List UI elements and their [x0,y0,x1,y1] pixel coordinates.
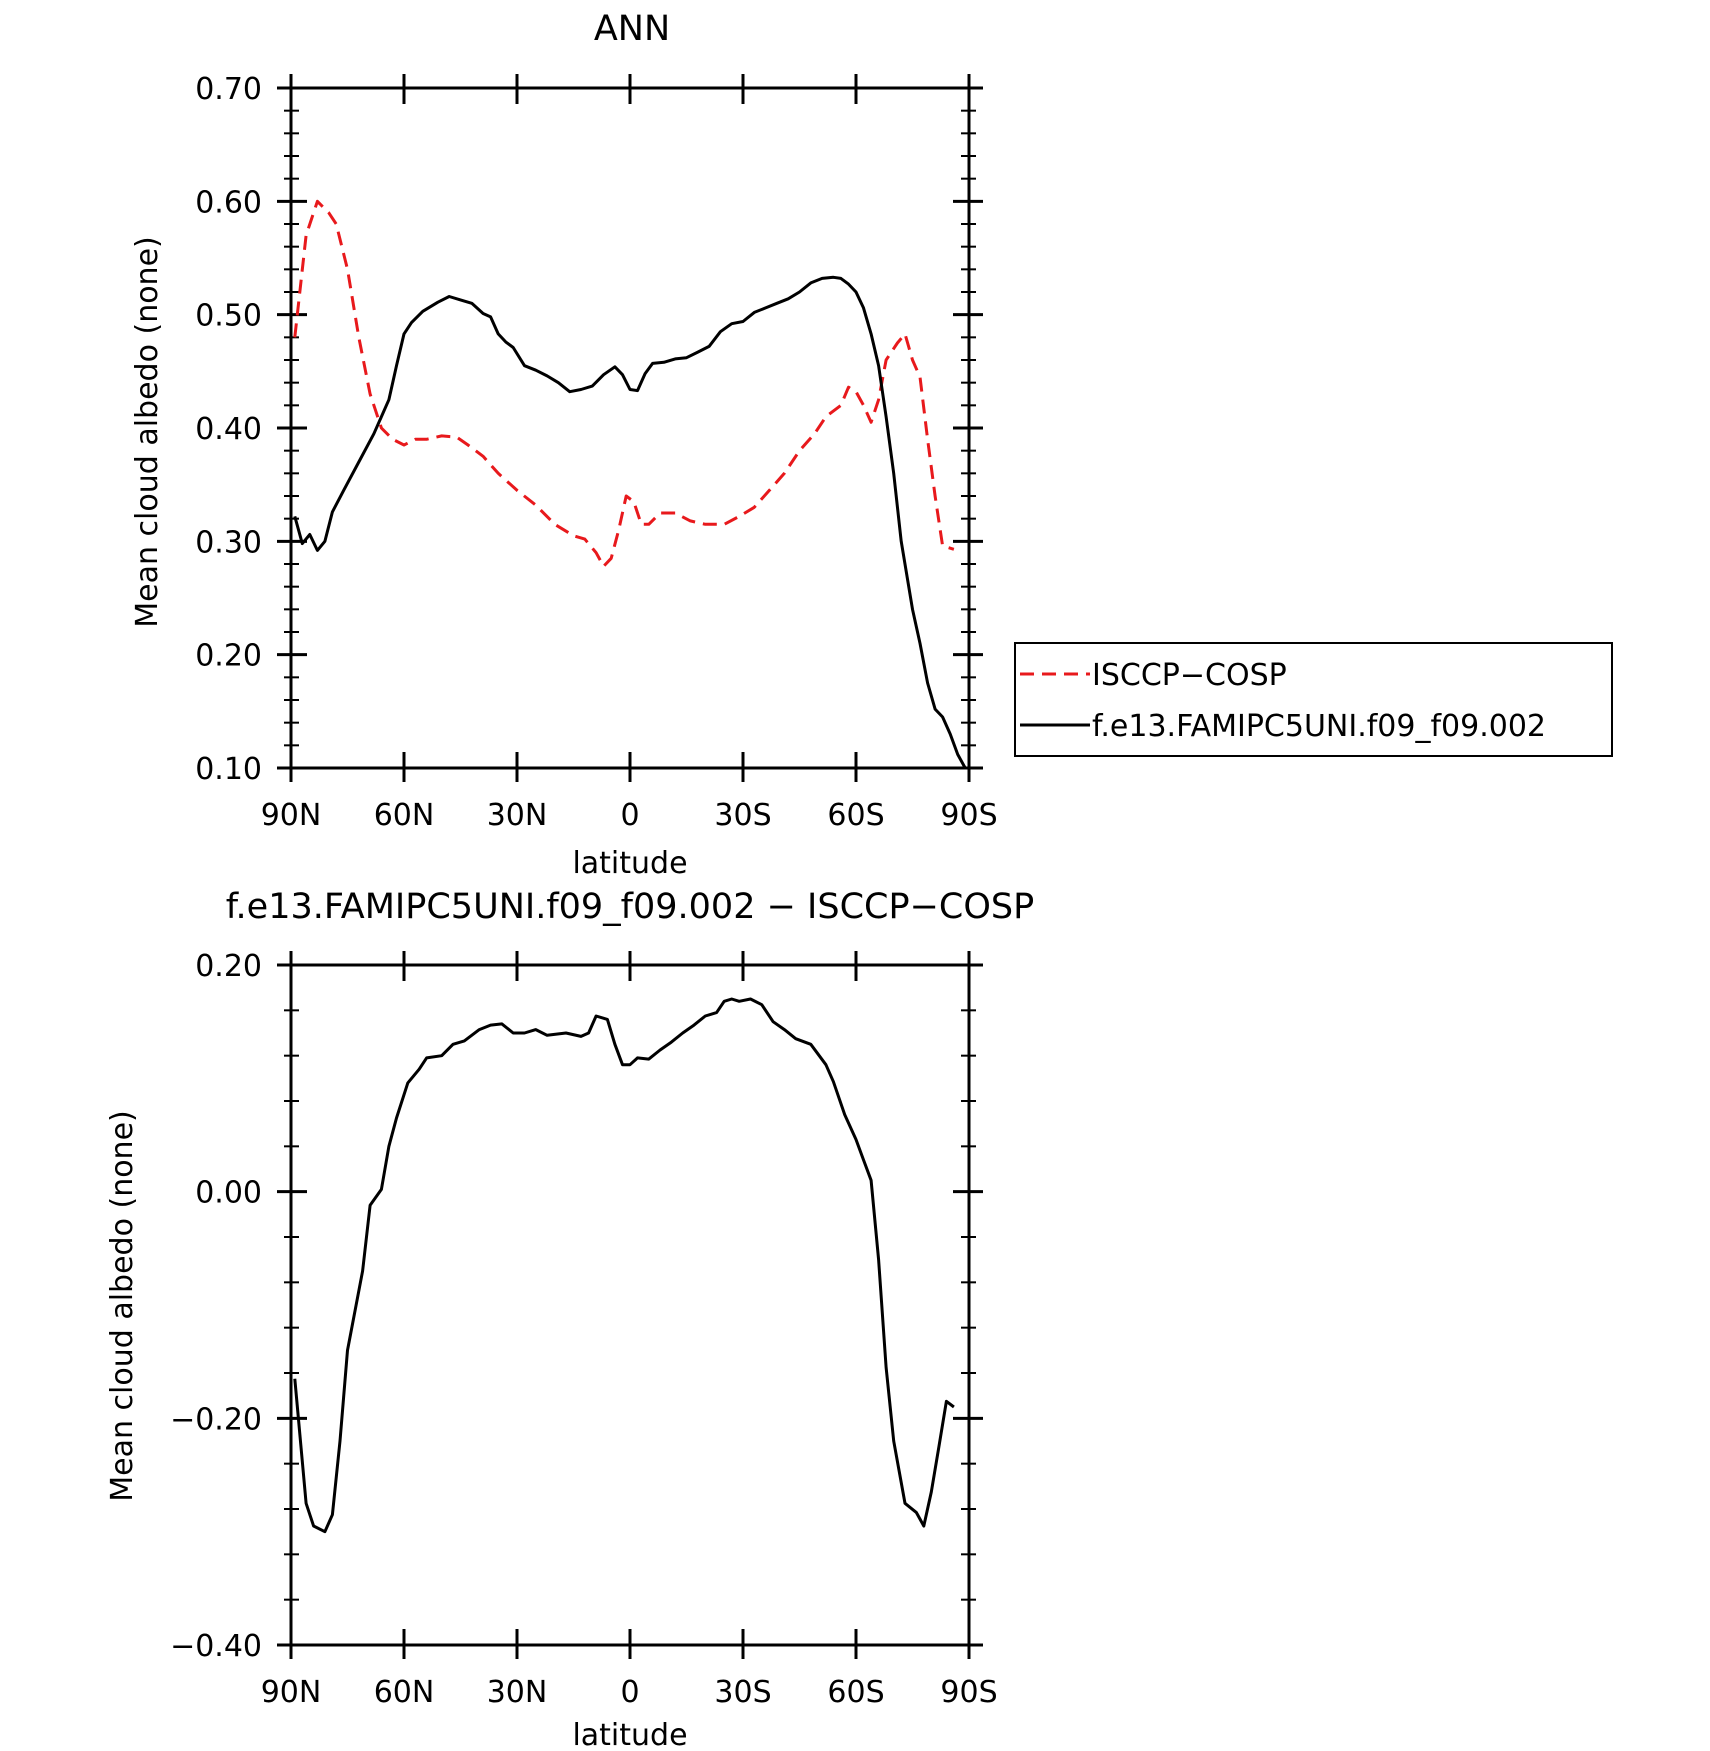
top-panel-y-axis-label: Mean cloud albedo (none) [130,236,165,627]
y-tick-label: 0.20 [195,949,262,984]
x-tick-label: 0 [620,798,639,833]
y-tick-label: 0.60 [195,185,262,220]
x-tick-label: 30S [714,1675,771,1710]
y-tick-label: 0.10 [195,752,262,787]
x-tick-label: 90N [261,798,322,833]
y-tick-label: 0.70 [195,72,262,107]
series-line-0-0 [293,199,955,568]
bottom-panel-x-axis-label: latitude [572,1718,687,1751]
x-tick-label: 60N [374,1675,435,1710]
top-panel-title: ANN [594,9,670,49]
y-tick-label: 0.50 [195,299,262,334]
top-panel: ANN Mean cloud albedo (none) latitude 90… [130,9,1613,881]
y-tick-label: −0.20 [170,1402,262,1437]
x-tick-label: 60N [374,798,435,833]
y-tick-label: 0.30 [195,525,262,560]
series-line-1-0 [293,997,955,1534]
x-tick-label: 60S [827,798,884,833]
legend-label-isccp-cosp: ISCCP−COSP [1092,658,1287,693]
legend-box [1014,642,1613,757]
x-tick-label: 30N [487,798,548,833]
top-panel-x-axis-label: latitude [572,846,687,881]
x-tick-label: 0 [620,1675,639,1710]
y-tick-label: 0.20 [195,639,262,674]
legend-label-model: f.e13.FAMIPC5UNI.f09_f09.002 [1092,709,1546,744]
x-tick-label: 90S [940,1675,997,1710]
bottom-panel-title: f.e13.FAMIPC5UNI.f09_f09.002 − ISCCP−COS… [226,887,1034,927]
y-tick-label: 0.00 [195,1176,262,1211]
top-panel-ticks: 90N 60N 30N 0 30S 60S 90S 0.10 0.20 0.30 0.40 0.50 0… [195,72,997,833]
top-panel-series [293,199,967,769]
bottom-panel: f.e13.FAMIPC5UNI.f09_f09.002 − ISCCP−COS… [105,887,1034,1751]
top-panel-plot-frame [289,86,971,770]
bottom-panel-plot-frame [289,963,971,1647]
bottom-panel-series [293,997,955,1534]
legend: ISCCP−COSP f.e13.FAMIPC5UNI.f09_f09.002 [1014,642,1613,757]
x-tick-label: 30S [714,798,771,833]
series-line-0-1 [293,275,967,769]
bottom-panel-y-axis-label: Mean cloud albedo (none) [105,1110,140,1501]
y-tick-label: −0.40 [170,1629,262,1664]
x-tick-label: 60S [827,1675,884,1710]
x-tick-label: 90S [940,798,997,833]
x-tick-label: 30N [487,1675,548,1710]
x-tick-label: 90N [261,1675,322,1710]
y-tick-label: 0.40 [195,412,262,447]
